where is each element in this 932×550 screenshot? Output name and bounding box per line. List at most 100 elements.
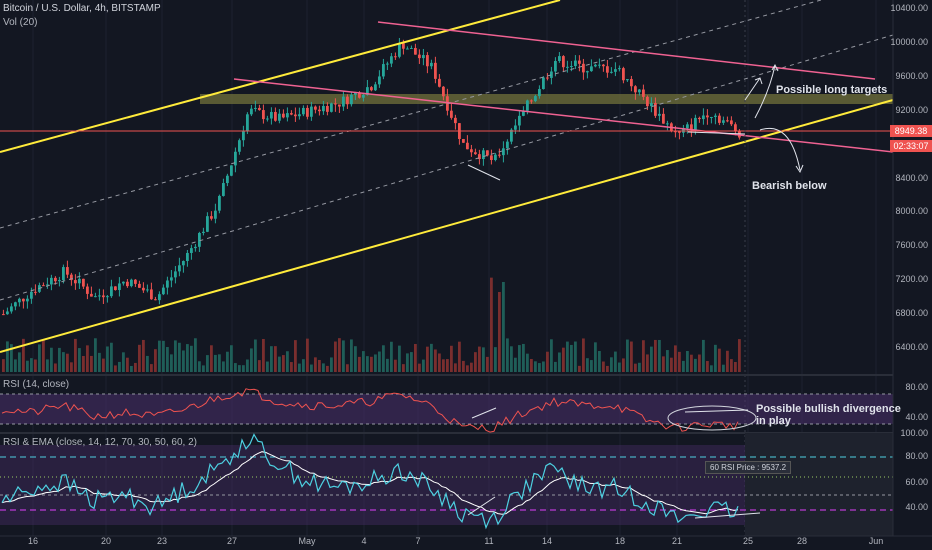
- volume-bar: [238, 365, 241, 372]
- volume-bar: [382, 345, 385, 372]
- volume-bar: [114, 365, 117, 372]
- candle-body: [478, 154, 481, 160]
- candle-body: [174, 271, 177, 278]
- volume-bar: [542, 361, 545, 372]
- candle-body: [398, 43, 401, 57]
- volume-bar: [142, 339, 145, 372]
- volume-bar: [2, 359, 5, 372]
- candle-body: [718, 115, 721, 123]
- time-tick: 23: [156, 536, 168, 546]
- candle-body: [230, 165, 233, 176]
- candle-body: [362, 94, 365, 98]
- rsi-divergence-arrow-1: [471, 407, 497, 419]
- volume-bar: [194, 338, 197, 372]
- divergence-ellipse: [667, 405, 757, 431]
- candle-body: [642, 89, 645, 97]
- volume-bar: [54, 363, 57, 372]
- candle-body: [2, 314, 5, 316]
- volume-bar: [658, 339, 661, 372]
- upper-channel-line[interactable]: [0, 0, 561, 153]
- volume-bar: [342, 340, 345, 372]
- candle-body: [74, 280, 77, 284]
- candle-body: [34, 291, 37, 293]
- candle-body: [418, 54, 421, 59]
- candle-body: [226, 175, 229, 184]
- upper-red-trendline[interactable]: [377, 21, 876, 80]
- candle-body: [334, 103, 337, 105]
- candle-body: [102, 295, 105, 298]
- volume-bar: [558, 352, 561, 372]
- candle-body: [658, 113, 661, 116]
- long-targets-label: Possible long targets: [776, 84, 888, 96]
- candle-body: [110, 286, 113, 297]
- volume-bar: [626, 339, 629, 372]
- candle-body: [530, 100, 533, 102]
- volume-bar: [594, 342, 597, 372]
- volume-bar: [278, 356, 281, 372]
- candle-body: [594, 64, 597, 67]
- candle-body: [358, 92, 361, 98]
- candle-body: [10, 306, 13, 312]
- volume-bar: [242, 365, 245, 372]
- time-tick: 18: [614, 536, 626, 546]
- volume-bar: [526, 353, 529, 372]
- volume-bar: [650, 346, 653, 372]
- volume-bars: [2, 277, 741, 372]
- candle-body: [158, 294, 161, 301]
- volume-bar: [326, 365, 329, 372]
- volume-bar: [138, 344, 141, 372]
- volume-bar: [486, 356, 489, 372]
- candle-body: [178, 265, 181, 272]
- volume-bar: [698, 354, 701, 372]
- lower-red-trendline[interactable]: [233, 78, 894, 153]
- volume-bar: [6, 341, 9, 372]
- candle-body: [142, 287, 145, 291]
- lower-channel-line[interactable]: [0, 99, 894, 353]
- rsi-band: [0, 394, 893, 424]
- bearish-arrow: [759, 128, 804, 174]
- volume-bar: [662, 356, 665, 372]
- rsi-ema-tick-40: 40.00: [905, 502, 928, 512]
- candle-body: [130, 279, 133, 287]
- time-tick: Jun: [868, 536, 884, 546]
- candle-body: [350, 94, 353, 105]
- volume-bar: [306, 338, 309, 372]
- rsi-line: [1, 388, 739, 433]
- candle-body: [730, 120, 733, 125]
- candle-body: [494, 154, 497, 161]
- candle-body: [222, 183, 225, 196]
- candle-body: [486, 150, 489, 156]
- candle-body: [462, 138, 465, 143]
- rsi-tick-40: 40.00: [905, 412, 928, 422]
- candle-body: [66, 267, 69, 275]
- candle-body: [310, 106, 313, 117]
- candle-body: [218, 195, 221, 211]
- candle-body: [490, 155, 493, 161]
- candle-body: [82, 278, 85, 287]
- volume-bar: [290, 362, 293, 372]
- candle-body: [378, 76, 381, 85]
- volume-bar: [498, 292, 501, 372]
- candle-body: [290, 113, 293, 115]
- volume-bar: [70, 362, 73, 372]
- volume-bar: [490, 277, 493, 372]
- candle-body: [678, 131, 681, 133]
- volume-bar: [378, 351, 381, 372]
- volume-bar: [274, 346, 277, 372]
- rsi-ema-line: [1, 433, 739, 530]
- candle-body: [634, 86, 637, 93]
- price-tick: 6400.00: [895, 342, 928, 352]
- volume-bar: [230, 345, 233, 372]
- price-tick: 9200.00: [895, 104, 928, 115]
- volume-bar: [630, 341, 633, 372]
- candle-body: [30, 291, 33, 299]
- candle-body: [546, 77, 549, 79]
- volume-bar: [150, 364, 153, 372]
- candle-body: [302, 107, 305, 115]
- candle-body: [450, 110, 453, 118]
- candle-body: [126, 281, 129, 287]
- price-tick: 10400.00: [890, 3, 928, 13]
- candle-body: [650, 103, 653, 107]
- candle-body: [138, 283, 141, 288]
